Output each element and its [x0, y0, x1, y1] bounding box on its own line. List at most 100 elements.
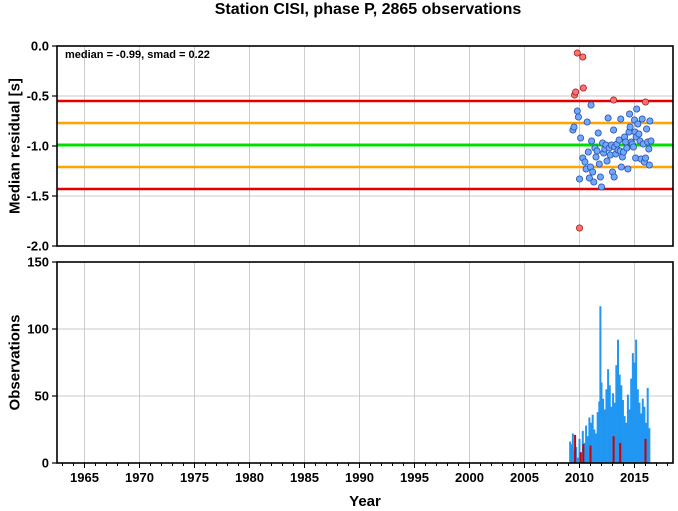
x-tick-label: 1970: [125, 470, 154, 485]
residual-point: [646, 117, 654, 125]
observation-bar: [602, 398, 605, 463]
residual-point: [624, 165, 632, 173]
observation-bar: [598, 401, 601, 463]
outlier-point: [573, 49, 581, 57]
observations-plot-frame: [56, 261, 674, 464]
observation-bar: [582, 444, 585, 463]
x-tick-label: 2000: [455, 470, 484, 485]
residual-point: [647, 137, 655, 145]
residual-point: [615, 136, 623, 144]
observation-bar: [596, 412, 599, 463]
outlier-point: [610, 96, 618, 104]
residual-point: [585, 174, 593, 182]
observation-bar: [625, 422, 628, 463]
observation-bar: [615, 365, 618, 463]
residual-point: [576, 175, 584, 183]
y-tick-label: 100: [27, 322, 49, 337]
residual-point: [595, 160, 603, 168]
residual-point: [626, 123, 634, 131]
y-tick-label: 150: [27, 255, 49, 270]
observation-bar: [620, 385, 623, 463]
observation-bar: [608, 385, 611, 463]
residual-point: [610, 173, 618, 181]
residual-point: [617, 163, 625, 171]
y-tick-label: 50: [35, 389, 49, 404]
observation-bar: [636, 389, 639, 463]
observation-bar: [613, 402, 616, 463]
observation-bar: [640, 413, 643, 463]
observation-bar: [595, 433, 597, 463]
observation-bar: [570, 444, 573, 463]
residual-y-axis-label: Median residual [s]: [6, 78, 23, 214]
chart-title: Station CISI, phase P, 2865 observations: [215, 1, 522, 18]
observation-bar: [590, 422, 593, 463]
observation-bar: [623, 416, 626, 463]
residual-point: [598, 183, 606, 191]
observation-bar: [635, 339, 638, 463]
residual-point: [629, 143, 637, 151]
residual-point: [643, 125, 651, 133]
observations-panel: 0 50 100 150 1965 1970 1975 1980 1985 1990 1995 20…: [6, 255, 674, 510]
y-tick-label: -1.0: [27, 139, 49, 154]
y-tick-label: -1.5: [27, 189, 49, 204]
residual-y-ticks: 0.0 -0.5 -1.0 -1.5 -2.0: [27, 39, 57, 254]
residual-point: [583, 118, 591, 126]
residual-point: [581, 158, 589, 166]
residual-point: [633, 105, 641, 113]
residual-point: [584, 148, 592, 156]
observation-bar: [618, 374, 621, 463]
residual-panel: 0.0 -0.5 -1.0 -1.5 -2.0 median = -0.99, smad…: [6, 39, 674, 254]
observation-bar: [585, 425, 588, 463]
observations-bars: [569, 306, 651, 463]
observation-bar: [610, 406, 613, 463]
observation-bar: [569, 441, 572, 463]
observation-bar: [646, 387, 649, 463]
residual-point: [593, 147, 601, 155]
observation-bar: [603, 409, 606, 463]
observation-bar: [589, 445, 592, 463]
observation-bar: [631, 353, 634, 463]
residual-point: [617, 115, 625, 123]
observation-bar: [638, 402, 641, 463]
observation-bar: [628, 409, 631, 463]
observation-bar: [605, 389, 608, 463]
observation-bar: [643, 406, 646, 463]
observation-bar: [621, 400, 624, 463]
outlier-point: [576, 224, 584, 232]
x-tick-label: 1975: [180, 470, 209, 485]
observation-bar: [579, 452, 582, 463]
observation-bar: [583, 442, 586, 463]
observation-bar: [586, 436, 589, 463]
x-tick-label: 1990: [345, 470, 374, 485]
residual-point: [610, 126, 618, 134]
observation-bar: [599, 306, 602, 463]
x-axis-label: Year: [349, 493, 381, 510]
reference-lines: [57, 99, 673, 191]
residual-point: [603, 157, 611, 165]
observations-gridlines: [57, 261, 673, 464]
residual-point: [642, 154, 650, 162]
residual-point: [570, 123, 578, 131]
observation-bar: [591, 414, 594, 463]
observation-bar: [644, 438, 647, 463]
observation-bar: [600, 382, 603, 463]
residual-point: [645, 161, 653, 169]
y-tick-label: 0.0: [31, 39, 49, 54]
observation-bar: [571, 433, 574, 463]
x-tick-label: 1995: [400, 470, 429, 485]
residual-point: [592, 153, 600, 161]
outlier-point: [572, 88, 580, 96]
x-tick-label: 1985: [290, 470, 319, 485]
observation-bar: [612, 436, 615, 463]
observation-bar: [641, 398, 644, 463]
residual-point: [577, 134, 585, 142]
year-x-ticks: 1965 1970 1975 1980 1985 1990 1995 2000 2005 2010…: [62, 463, 668, 485]
residual-point: [573, 107, 581, 115]
observation-bar: [648, 428, 651, 463]
outlier-point: [579, 84, 587, 92]
median-smad-annotation: median = -0.99, smad = 0.22: [65, 49, 210, 61]
x-tick-label: 1980: [235, 470, 264, 485]
residual-point: [623, 144, 631, 152]
observation-bar: [576, 457, 579, 463]
residual-point: [596, 173, 604, 181]
